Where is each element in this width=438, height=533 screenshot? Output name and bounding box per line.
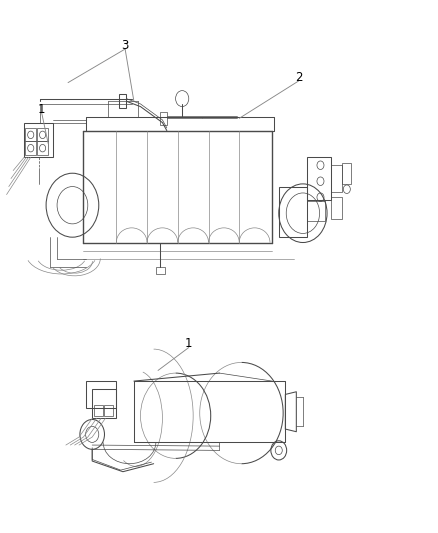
Bar xyxy=(37,141,48,155)
Bar xyxy=(92,389,116,418)
Bar xyxy=(278,187,307,237)
Bar xyxy=(24,123,53,157)
Text: 1: 1 xyxy=(38,103,46,116)
Bar xyxy=(25,128,36,141)
Bar xyxy=(307,201,324,221)
Text: 3: 3 xyxy=(121,39,128,52)
Bar xyxy=(104,405,113,416)
Bar xyxy=(85,381,116,408)
Bar xyxy=(155,266,164,274)
Bar xyxy=(25,141,36,155)
Bar xyxy=(37,128,48,141)
Bar xyxy=(118,94,126,108)
Bar xyxy=(94,405,103,416)
Bar xyxy=(342,163,350,184)
Bar xyxy=(160,112,166,125)
Bar xyxy=(331,165,342,192)
Bar xyxy=(307,157,331,200)
Text: 1: 1 xyxy=(184,337,192,350)
Text: 2: 2 xyxy=(294,71,302,84)
Bar xyxy=(331,197,342,219)
